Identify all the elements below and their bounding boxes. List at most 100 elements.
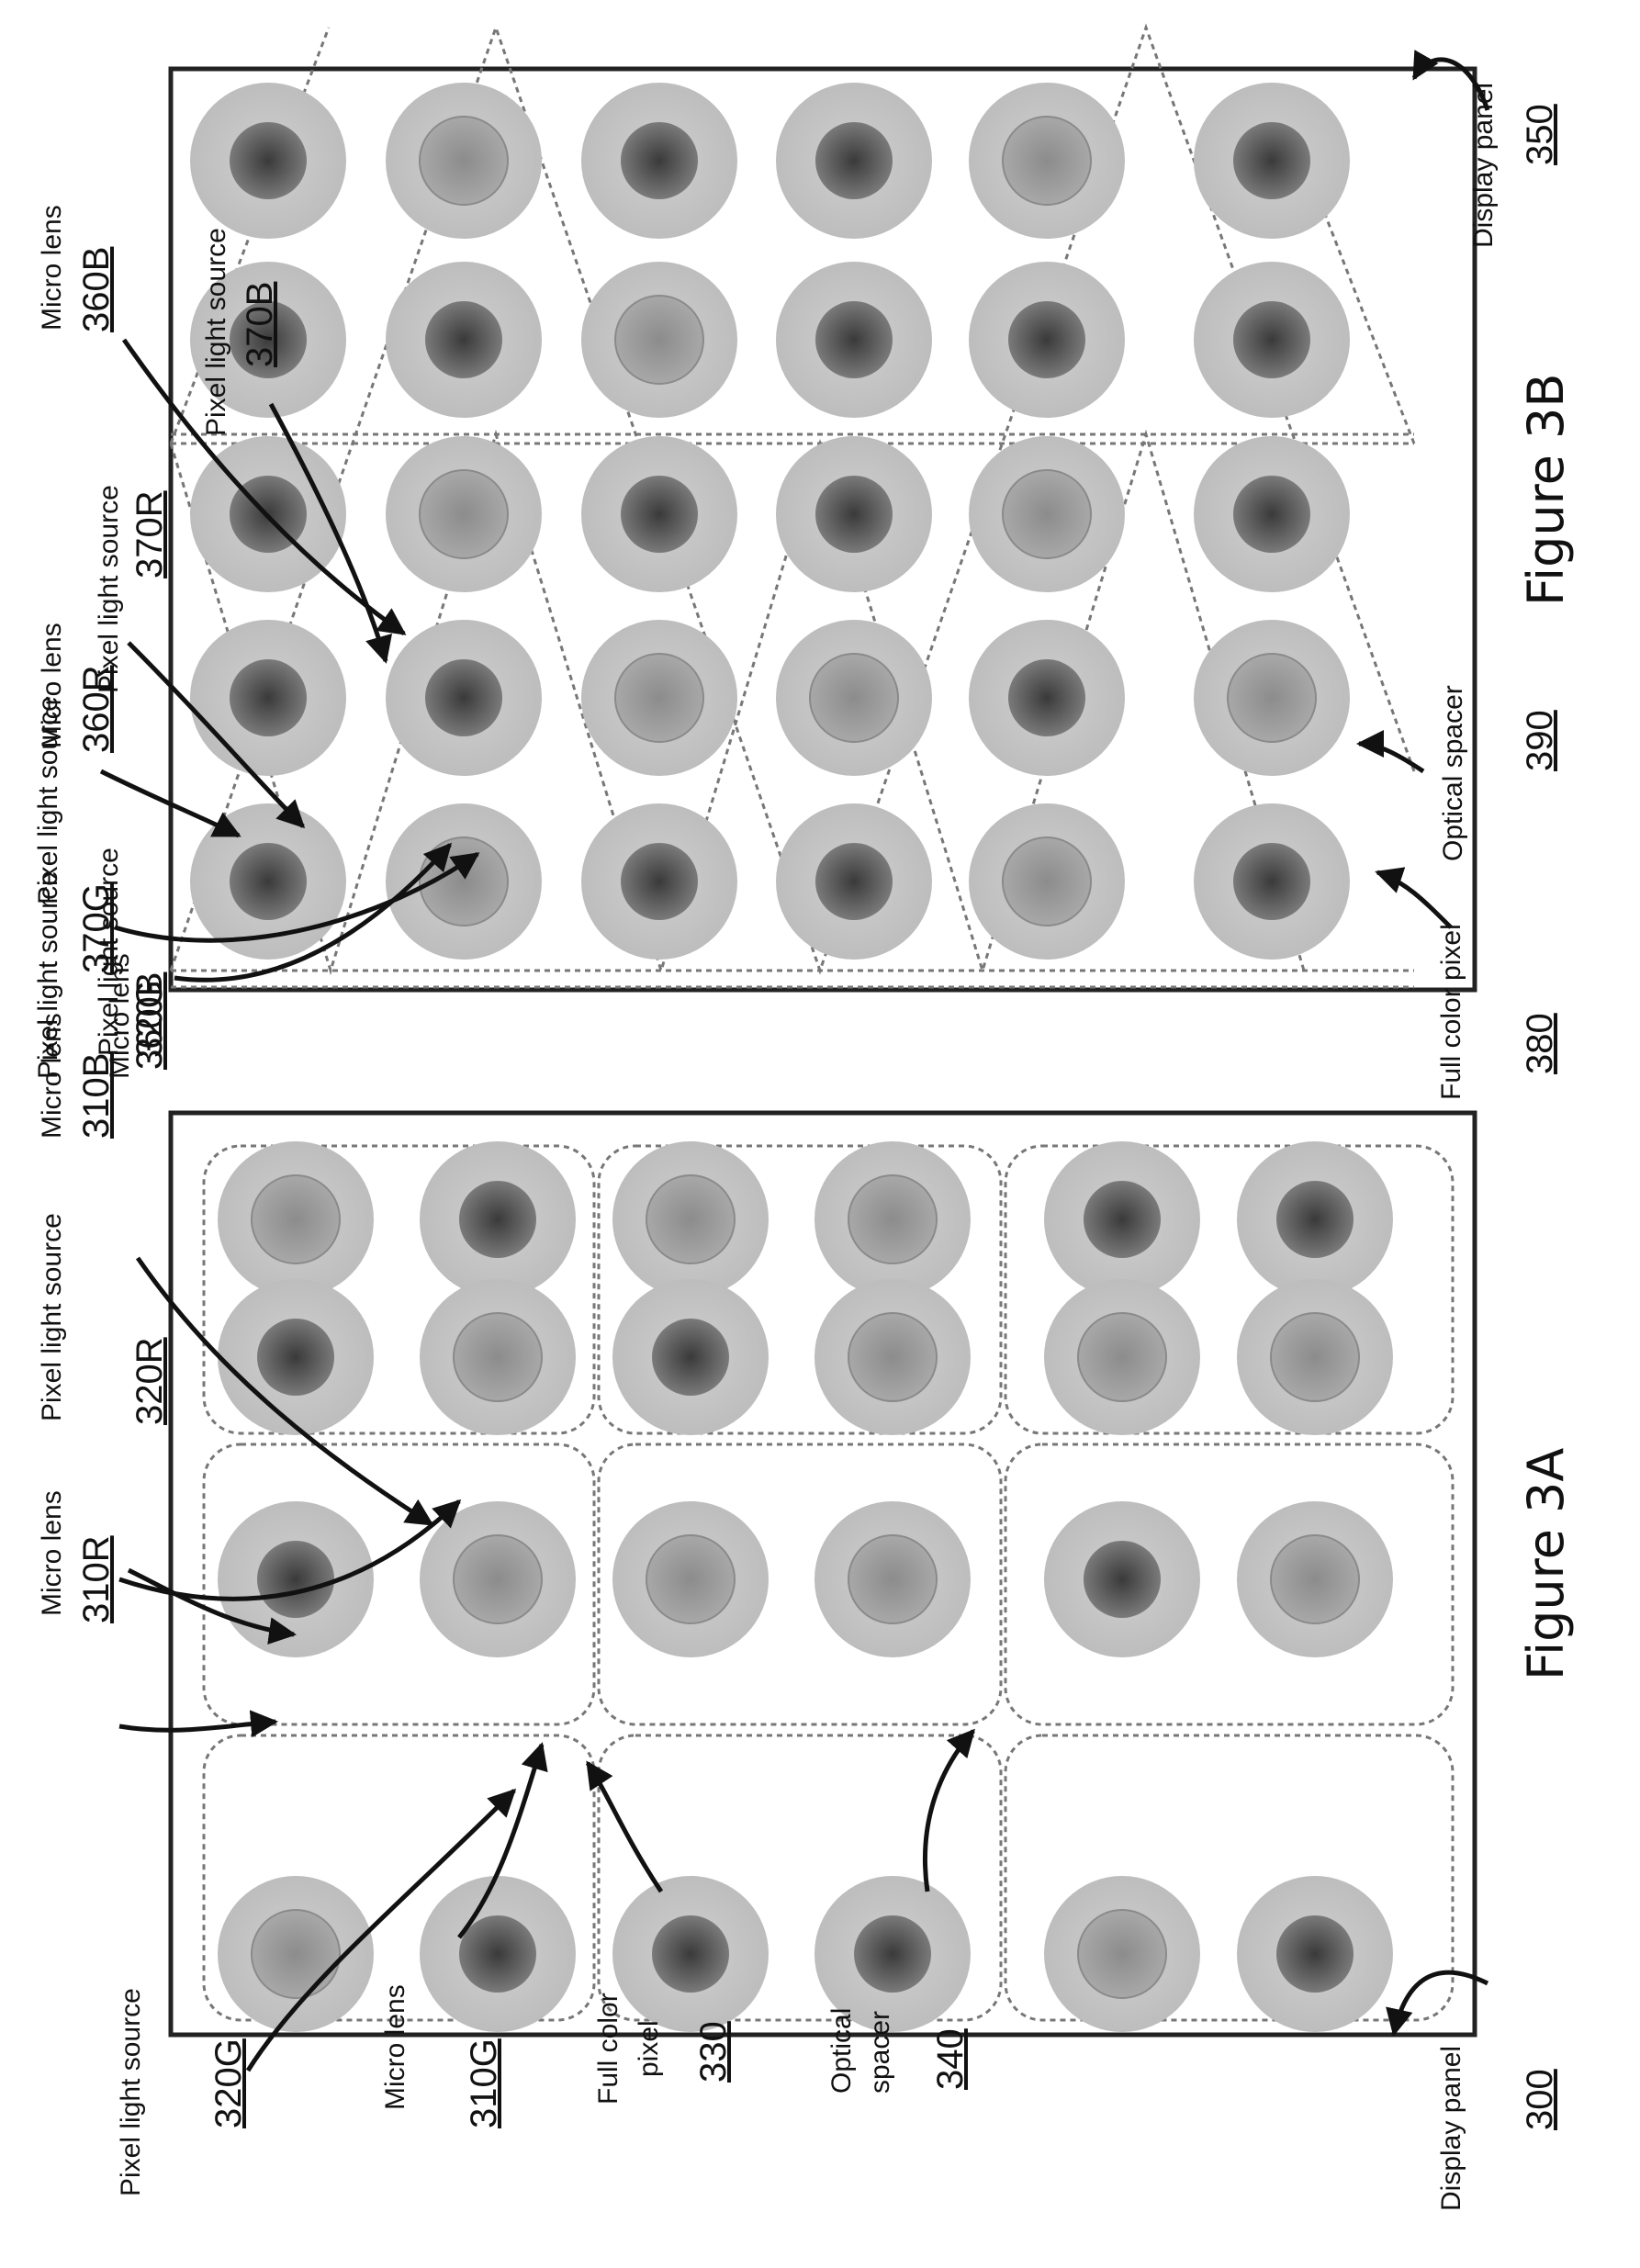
fig3b-pixel-light-source (230, 843, 307, 920)
fig3b-pixel-light-source (621, 122, 698, 199)
fig3b-micro-lens-array (190, 83, 1350, 960)
fig3a-pixel-light-source (1270, 1312, 1360, 1402)
fig3a-pixel-light-source (257, 1319, 334, 1396)
fig3b-pixel-light-source (425, 659, 502, 736)
ref-370g: 370G (76, 883, 117, 973)
label-optical-spacer: Optical spacer (1438, 685, 1468, 861)
fig3b-pixel-light-source (809, 653, 899, 743)
ref-380: 380 (1520, 1013, 1560, 1074)
ref-310g: 310G (464, 2038, 504, 2128)
fig3b-pixel-light-source (815, 301, 893, 378)
fig3b-pixel-light-source (621, 476, 698, 553)
fig3b-pixel-light-source (419, 116, 509, 206)
fig3b-pixel-light-source (230, 659, 307, 736)
figure-3a-title: Figure 3A (1517, 1448, 1575, 1680)
label-pixel-light-source-320g: Pixel light source (116, 1988, 146, 2196)
fig3a-pixel-light-source (848, 1174, 938, 1264)
fig3a-labels: Micro lens 310R Pixel light source 320R … (37, 848, 1575, 2211)
label-micro-lens-310b: Micro lens (37, 1013, 67, 1139)
label-display-panel-350: Display panel (1468, 83, 1499, 248)
label-pixel-light-source-370g: Pixel light source (33, 870, 63, 1079)
fig3b-pixel-light-source (815, 122, 893, 199)
fig3b-pixel-light-source (1233, 843, 1310, 920)
label-pixel-light-source-370b: Pixel light source (201, 228, 231, 436)
fig3a-pixel-light-source (251, 1909, 341, 1999)
fig3a-pixel-light-source (848, 1534, 938, 1624)
ref-360g: 360G (129, 980, 170, 1070)
label-pixel-light-source-320b: Pixel light source (94, 848, 124, 1056)
fig3b-pixel-light-source (425, 301, 502, 378)
fig3a-pixel-light-source (652, 1319, 729, 1396)
ref-320b: 320B (129, 972, 170, 1058)
fig3b-pixel-light-source (1002, 116, 1092, 206)
ref-340: 340 (930, 2028, 971, 2090)
fig3b-pixel-light-source (1227, 653, 1317, 743)
ref-360b: 360B (76, 247, 117, 332)
ref-320g: 320G (208, 2038, 249, 2128)
fig3a-pixel-light-source (848, 1312, 938, 1402)
label-spacer: spacer (865, 2011, 895, 2094)
ref-370b: 370B (240, 282, 280, 367)
ref-310r: 310R (76, 1535, 117, 1623)
fig3a-pixel-light-source (1077, 1312, 1167, 1402)
ref-370r: 370R (129, 490, 170, 578)
label-display-panel-300: Display panel (1436, 2046, 1466, 2211)
fig3a-pixel-light-source (646, 1534, 736, 1624)
ref-330: 330 (693, 2021, 734, 2083)
fig3a-pixel-light-source (1084, 1541, 1161, 1618)
fig3a-pixel-light-source (459, 1181, 536, 1258)
fig3a-pixel-light-source (1276, 1915, 1354, 1993)
fig3a-pixel-light-source (1270, 1534, 1360, 1624)
leader-arrows (99, 50, 1490, 2072)
label-micro-lens-310g: Micro lens (380, 1984, 410, 2110)
fig3b-pixel-light-source (230, 301, 307, 378)
fig3a-pixel-light-source (1084, 1181, 1161, 1258)
label-pixel: pixel (634, 2020, 664, 2077)
figure-3b-title: Figure 3B (1517, 374, 1575, 606)
fig3b-pixel-light-source (1233, 476, 1310, 553)
label-optical: Optical (826, 2008, 857, 2094)
label-micro-lens-360r: Micro lens (37, 623, 67, 748)
fig3a-pixel-light-source (453, 1312, 543, 1402)
fig3a-pixel-light-source (257, 1541, 334, 1618)
ref-390: 390 (1520, 710, 1560, 771)
ref-310b: 310B (76, 1053, 117, 1139)
fig3b-labels: Pixel light source 370G Micro lens 360G … (33, 83, 1575, 1100)
fig3a-pixel-light-source (453, 1534, 543, 1624)
label-pixel-light-source-370r: Pixel light source (94, 485, 124, 693)
fig3a-pixel-light-source (652, 1915, 729, 1993)
full-color-pixel-groups (202, 1144, 1455, 2022)
fig3b-pixel-light-source (1008, 301, 1085, 378)
fig3b-pixel-light-source (614, 295, 704, 385)
label-micro-lens-360b: Micro lens (37, 205, 67, 331)
fig3b-pixel-light-source (815, 843, 893, 920)
fig3b-pixel-light-source (230, 122, 307, 199)
fig3a-pixel-light-source (1077, 1909, 1167, 1999)
fig3b-pixel-light-source (1002, 836, 1092, 926)
figure-3a (168, 1110, 1477, 2038)
fig3a-micro-lens-array (218, 1141, 1393, 2032)
fig3b-pixel-light-source (621, 843, 698, 920)
label-micro-lens-310r: Micro lens (37, 1490, 67, 1616)
fig3a-pixel-light-source (646, 1174, 736, 1264)
label-full-color-pixel: Full color pixel (1436, 924, 1466, 1100)
fig3b-pixel-light-source (614, 653, 704, 743)
ref-300: 300 (1520, 2069, 1560, 2130)
label-micro-lens-360g: Micro lens (105, 953, 135, 1079)
fig3b-pixel-light-source (419, 469, 509, 559)
fig3a-pixel-light-source (1276, 1181, 1354, 1258)
figure-3b (168, 23, 1477, 993)
label-pixel-light-source-320r: Pixel light source (37, 1213, 67, 1421)
fig3b-pixel-light-source (1002, 469, 1092, 559)
ref-360r: 360R (76, 665, 117, 753)
fig3b-pixel-light-source (815, 476, 893, 553)
label-full-color: Full color (593, 1993, 623, 2105)
fig3a-pixel-light-source (854, 1915, 931, 1993)
fig3a-pixel-light-source (459, 1915, 536, 1993)
fig3a-pixel-light-source (251, 1174, 341, 1264)
fig3b-pixel-light-source (1233, 122, 1310, 199)
label-pixel-light-source-370g-top: Pixel light source (33, 696, 63, 904)
ref-320r: 320R (129, 1337, 170, 1425)
fig3b-pixel-light-source (1233, 301, 1310, 378)
